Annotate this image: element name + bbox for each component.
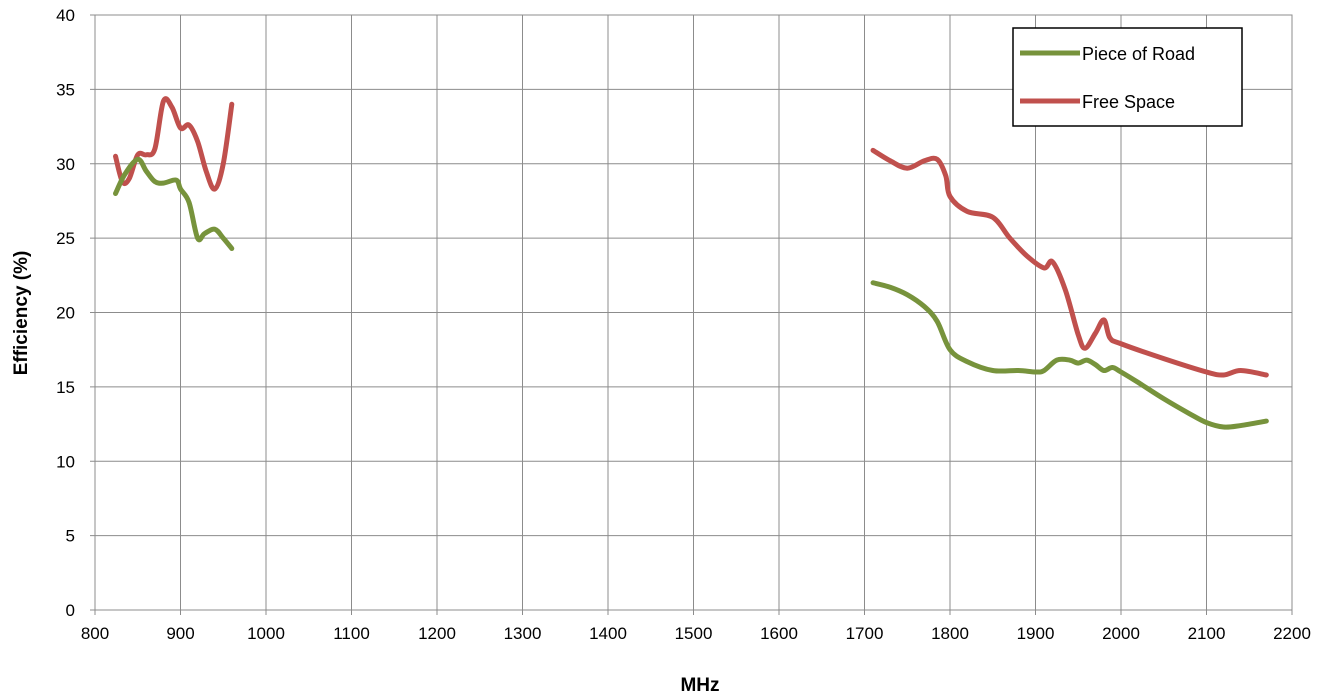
x-tick-label: 1100 — [333, 624, 370, 643]
y-tick-label: 0 — [66, 601, 75, 620]
series-line-piece-of-road-1 — [113, 156, 235, 252]
x-tick-label: 1800 — [931, 624, 969, 643]
legend-label-piece-of-road: Piece of Road — [1082, 44, 1195, 64]
x-tick-label: 1600 — [760, 624, 798, 643]
x-axis-title: MHz — [680, 675, 719, 696]
x-tick-label: 900 — [166, 624, 194, 643]
x-tick-label: 1300 — [504, 624, 542, 643]
y-tick-label: 20 — [56, 304, 75, 323]
y-tick-label: 30 — [56, 155, 75, 174]
x-tick-label: 1000 — [247, 624, 285, 643]
series-line-free-space-2 — [870, 147, 1269, 378]
x-tick-label: 1200 — [418, 624, 456, 643]
legend: Piece of Road Free Space — [1012, 27, 1243, 127]
series-lines — [113, 96, 1269, 430]
x-tick-label: 1500 — [675, 624, 713, 643]
x-tick-label: 800 — [81, 624, 109, 643]
y-tick-label: 15 — [56, 378, 75, 397]
y-tick-label: 35 — [56, 80, 75, 99]
plot-area — [94, 14, 1293, 611]
series-line-free-space-1 — [113, 96, 235, 192]
legend-label-free-space: Free Space — [1082, 92, 1175, 112]
y-tick-label: 5 — [66, 527, 75, 546]
x-tick-label: 2200 — [1273, 624, 1311, 643]
x-tick-label: 1900 — [1017, 624, 1055, 643]
y-tick-label: 25 — [56, 229, 75, 248]
x-tick-label: 1700 — [846, 624, 884, 643]
y-axis-title: Efficiency (%) — [11, 251, 32, 376]
legend-box — [1012, 27, 1243, 127]
x-tick-label: 2000 — [1102, 624, 1140, 643]
y-tick-label: 40 — [56, 6, 75, 25]
x-axis-ticks: 800 900 1000 1100 1200 1300 1400 1500 1600 1700 18… — [81, 624, 1311, 643]
y-axis-ticks: 0 5 10 15 20 25 30 35 40 — [56, 6, 75, 620]
series-line-piece-of-road-2 — [870, 280, 1269, 430]
y-tick-label: 10 — [56, 452, 75, 471]
x-tick-label: 2100 — [1188, 624, 1226, 643]
x-tick-label: 1400 — [589, 624, 627, 643]
